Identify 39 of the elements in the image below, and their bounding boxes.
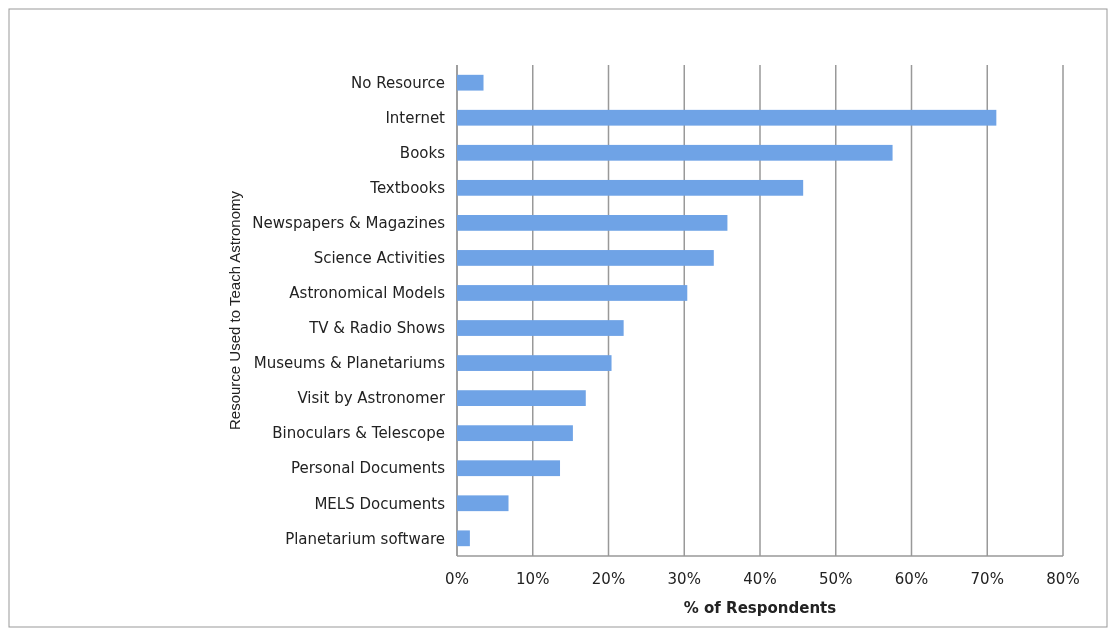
y-tick-label: Internet [385, 108, 446, 127]
x-tick-label: 30% [667, 570, 701, 588]
y-tick-label: Newspapers & Magazines [252, 214, 446, 233]
bar [457, 144, 893, 161]
x-tick-label: 20% [591, 570, 626, 588]
y-tick-label: No Resource [351, 73, 445, 92]
bar [457, 425, 573, 442]
y-axis-title: Resource Used to Teach Astronomy [225, 190, 243, 431]
bar [457, 215, 728, 231]
y-tick-label: Astronomical Models [289, 284, 446, 303]
x-axis-title: % of Respondents [683, 599, 837, 617]
bar [457, 250, 714, 266]
x-tick-label: 60% [894, 570, 929, 588]
bar [457, 390, 586, 406]
bar [457, 74, 484, 91]
x-tick-label: 50% [819, 570, 853, 588]
y-tick-label: MELS Documents [314, 494, 446, 513]
bar [457, 355, 612, 371]
x-tick-label: 40% [743, 570, 777, 588]
x-tick-label: 10% [516, 570, 550, 588]
bar [457, 530, 470, 547]
y-tick-label: Personal Documents [290, 459, 446, 478]
y-tick-label: TV & Radio Shows [308, 319, 446, 338]
y-tick-label: Science Activities [313, 249, 446, 268]
bar [457, 179, 804, 196]
bar [457, 320, 624, 336]
bar [457, 495, 509, 512]
x-tick-label: 80% [1046, 570, 1080, 588]
y-tick-label: Binoculars & Telescope [272, 424, 445, 443]
y-tick-label: Museums & Planetariums [253, 354, 446, 373]
y-tick-label: Planetarium software [285, 529, 445, 548]
y-tick-label: Books [399, 144, 446, 163]
bar [457, 285, 688, 301]
x-tick-label: 0% [445, 570, 469, 588]
x-tick-label: 70% [970, 570, 1004, 588]
bar [457, 460, 561, 477]
y-tick-label: Visit by Astronomer [297, 389, 446, 408]
y-tick-label: Textbooks [369, 179, 446, 198]
bar [457, 109, 997, 126]
